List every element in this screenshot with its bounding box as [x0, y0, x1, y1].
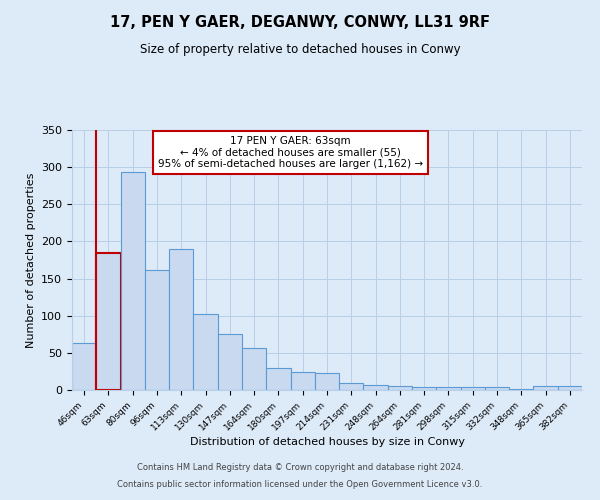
- X-axis label: Distribution of detached houses by size in Conwy: Distribution of detached houses by size …: [190, 438, 464, 448]
- Text: 17 PEN Y GAER: 63sqm
← 4% of detached houses are smaller (55)
95% of semi-detach: 17 PEN Y GAER: 63sqm ← 4% of detached ho…: [158, 136, 423, 169]
- Bar: [339, 382, 364, 390]
- Bar: [242, 348, 266, 390]
- Bar: [121, 172, 145, 390]
- Bar: [266, 368, 290, 390]
- Bar: [169, 249, 193, 390]
- Text: Size of property relative to detached houses in Conwy: Size of property relative to detached ho…: [140, 42, 460, 56]
- Bar: [461, 387, 485, 390]
- Bar: [558, 386, 582, 390]
- Bar: [388, 386, 412, 390]
- Bar: [145, 270, 169, 390]
- Bar: [72, 343, 96, 390]
- Text: Contains public sector information licensed under the Open Government Licence v3: Contains public sector information licen…: [118, 480, 482, 489]
- Bar: [218, 334, 242, 390]
- Text: Contains HM Land Registry data © Crown copyright and database right 2024.: Contains HM Land Registry data © Crown c…: [137, 464, 463, 472]
- Bar: [290, 372, 315, 390]
- Bar: [533, 386, 558, 390]
- Bar: [412, 387, 436, 390]
- Bar: [436, 387, 461, 390]
- Bar: [485, 387, 509, 390]
- Bar: [193, 314, 218, 390]
- Bar: [315, 373, 339, 390]
- Bar: [96, 252, 121, 390]
- Bar: [364, 385, 388, 390]
- Y-axis label: Number of detached properties: Number of detached properties: [26, 172, 35, 348]
- Text: 17, PEN Y GAER, DEGANWY, CONWY, LL31 9RF: 17, PEN Y GAER, DEGANWY, CONWY, LL31 9RF: [110, 15, 490, 30]
